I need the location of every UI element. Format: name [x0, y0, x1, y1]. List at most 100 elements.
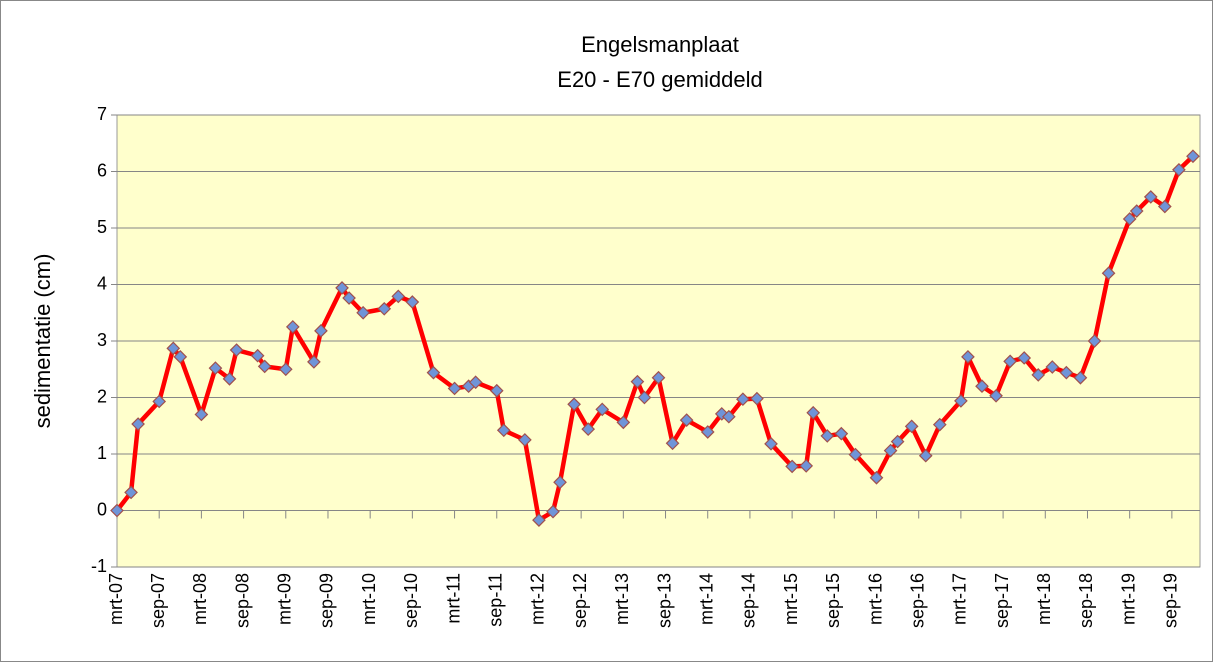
- data-marker: [1031, 368, 1046, 382]
- data-marker: [975, 379, 989, 394]
- data-marker: [131, 417, 145, 431]
- data-marker: [651, 370, 666, 385]
- data-marker: [869, 470, 884, 485]
- data-marker: [764, 436, 778, 451]
- chart-subtitle: E20 - E70 gemiddeld: [557, 67, 762, 92]
- data-marker: [166, 341, 181, 356]
- x-tick-label: sep-11: [486, 573, 506, 627]
- data-marker: [173, 349, 188, 364]
- data-marker: [1157, 199, 1172, 214]
- data-marker: [961, 349, 975, 364]
- data-marker: [1129, 204, 1144, 218]
- x-tick-label: mrt-11: [443, 573, 463, 624]
- y-tick-label: 5: [97, 217, 107, 237]
- data-marker: [630, 374, 645, 389]
- data-marker: [799, 459, 814, 473]
- data-marker: [1003, 354, 1017, 369]
- x-tick-label: mrt-12: [528, 573, 548, 625]
- data-marker: [785, 459, 799, 474]
- data-marker: [110, 503, 124, 518]
- data-marker: [918, 448, 933, 463]
- x-tick-label: mrt-07: [106, 573, 126, 625]
- data-marker: [546, 504, 560, 519]
- data-marker: [567, 397, 581, 412]
- data-marker: [250, 348, 265, 363]
- y-tick-label: 2: [97, 386, 107, 406]
- data-marker: [518, 433, 532, 447]
- data-marker: [152, 394, 167, 409]
- data-marker: [447, 381, 462, 396]
- data-marker: [194, 407, 209, 422]
- data-marker: [1087, 334, 1102, 348]
- data-marker: [307, 355, 321, 369]
- data-marker: [532, 513, 546, 527]
- chart-title: Engelsmanplaat: [581, 32, 739, 57]
- y-tick-label: -1: [91, 556, 107, 576]
- x-tick-label: mrt-17: [950, 573, 970, 625]
- x-tick-label: sep-07: [148, 573, 168, 628]
- x-tick-label: sep-08: [232, 573, 252, 628]
- data-marker: [1073, 370, 1088, 385]
- data-marker: [904, 419, 919, 434]
- data-marker: [342, 291, 356, 305]
- data-marker: [736, 392, 750, 407]
- x-tick-label: sep-18: [1076, 573, 1096, 628]
- y-tick-label: 4: [97, 273, 107, 293]
- data-marker: [285, 320, 300, 334]
- data-marker: [595, 402, 610, 417]
- y-tick-label: 6: [97, 160, 107, 180]
- data-marker: [356, 305, 370, 320]
- data-marker: [335, 281, 349, 295]
- data-marker: [721, 409, 736, 424]
- data-marker: [637, 390, 652, 405]
- y-axis-label: sedimentatie (cm): [30, 254, 55, 429]
- data-marker: [806, 405, 821, 420]
- x-tick-label: sep-17: [992, 573, 1012, 628]
- y-tick-label: 7: [97, 104, 107, 124]
- data-marker: [989, 388, 1003, 403]
- data-marker: [954, 394, 968, 408]
- data-marker: [229, 343, 244, 357]
- x-tick-label: sep-15: [823, 573, 843, 628]
- data-marker: [581, 422, 596, 436]
- data-marker: [1059, 365, 1074, 380]
- data-marker: [405, 295, 420, 309]
- data-marker: [278, 362, 293, 377]
- x-tick-label: mrt-15: [781, 573, 801, 625]
- y-tick-label: 1: [97, 443, 107, 463]
- data-marker: [489, 383, 504, 398]
- data-marker: [377, 301, 392, 316]
- data-marker: [750, 391, 764, 406]
- data-marker: [1172, 162, 1186, 177]
- data-marker: [1045, 360, 1060, 374]
- x-tick-label: sep-14: [739, 573, 759, 628]
- x-tick-label: mrt-19: [1118, 573, 1138, 625]
- x-tick-label: mrt-08: [190, 573, 210, 625]
- y-tick-label: 0: [97, 499, 107, 519]
- data-marker: [820, 429, 835, 443]
- x-tick-label: mrt-10: [359, 573, 379, 625]
- data-marker: [1122, 212, 1137, 226]
- data-marker: [124, 485, 138, 500]
- data-marker: [890, 434, 905, 449]
- x-tick-label: mrt-13: [612, 573, 632, 625]
- data-marker: [616, 415, 631, 430]
- data-marker: [700, 425, 715, 439]
- data-marker: [1017, 351, 1032, 365]
- data-marker: [468, 375, 483, 390]
- data-marker: [391, 289, 406, 304]
- x-tick-label: sep-09: [317, 573, 337, 628]
- data-marker: [222, 372, 237, 386]
- data-marker: [665, 436, 680, 451]
- x-tick-label: mrt-16: [865, 573, 885, 625]
- data-marker: [1143, 190, 1158, 204]
- data-marker: [834, 426, 849, 441]
- x-tick-label: sep-19: [1161, 573, 1181, 628]
- data-marker: [496, 423, 511, 438]
- x-tick-label: sep-13: [654, 573, 674, 628]
- data-marker: [553, 475, 567, 490]
- data-marker: [208, 361, 223, 375]
- x-tick-label: sep-16: [907, 573, 927, 628]
